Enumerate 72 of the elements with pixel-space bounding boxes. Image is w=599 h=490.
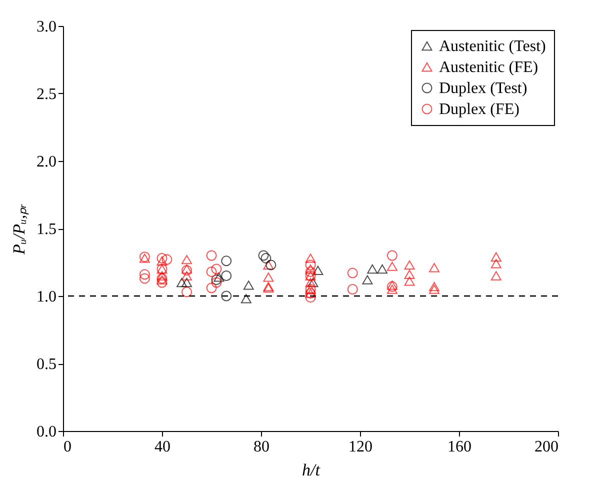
point	[362, 275, 373, 284]
x-tick-label: 40	[154, 438, 170, 456]
point	[404, 270, 415, 280]
point	[206, 266, 217, 277]
y-tick-label: 1.0	[36, 288, 56, 306]
x-tick-label: 160	[448, 438, 472, 456]
point	[429, 284, 440, 294]
point	[386, 250, 398, 261]
point	[490, 271, 502, 280]
point	[347, 268, 358, 278]
point	[386, 284, 398, 294]
y-tick-label: 3.0	[36, 18, 56, 36]
y-tick-label: 2.0	[36, 154, 56, 170]
point	[490, 258, 502, 268]
point	[429, 282, 440, 292]
point	[139, 273, 150, 284]
point	[377, 264, 388, 274]
x-tick-label: 0	[64, 438, 72, 456]
point	[404, 276, 415, 286]
point	[156, 277, 168, 288]
point	[221, 290, 232, 302]
x-tick-label: 120	[348, 438, 372, 456]
point	[258, 250, 269, 261]
point	[214, 272, 224, 282]
x-axis-title: h/t	[302, 460, 322, 480]
point	[182, 278, 192, 288]
y-axis-title: Pᵤ/Pᵤ,ₚᵣ	[10, 204, 30, 256]
x-tick-label: 200	[534, 438, 558, 456]
y-tick-label: 0.5	[36, 356, 56, 373]
point	[305, 264, 316, 274]
point	[305, 254, 316, 263]
point	[404, 260, 415, 270]
point	[312, 266, 324, 275]
legend-label: Duplex (FE)	[439, 101, 520, 118]
point	[263, 260, 274, 270]
point	[182, 286, 192, 298]
point	[240, 294, 252, 304]
point	[429, 263, 440, 272]
point	[211, 264, 222, 274]
point	[221, 256, 232, 266]
point	[347, 284, 358, 294]
point	[182, 254, 192, 264]
point	[211, 277, 222, 288]
legend-label: Austenitic (FE)	[439, 59, 538, 76]
point	[243, 280, 254, 290]
point	[263, 272, 274, 282]
point	[156, 271, 168, 280]
point	[367, 264, 378, 274]
point	[266, 260, 276, 270]
point	[305, 266, 316, 277]
point	[490, 252, 502, 262]
point	[156, 256, 168, 266]
point	[305, 292, 316, 303]
legend-label: Duplex (Test)	[439, 80, 528, 97]
point	[211, 274, 222, 286]
point	[305, 260, 316, 270]
point	[162, 254, 172, 265]
y-tick-label: 2.5	[36, 86, 56, 103]
y-tick-label: 0.0	[36, 424, 56, 440]
point	[221, 270, 232, 281]
x-tick-label: 80	[254, 438, 270, 456]
point	[260, 252, 272, 264]
point	[305, 278, 316, 288]
y-tick-label: 1.5	[36, 221, 56, 238]
point	[206, 282, 217, 294]
legend-label: Austenitic (Test)	[439, 38, 546, 55]
point	[182, 271, 192, 280]
point	[156, 252, 168, 264]
point	[176, 278, 188, 288]
point	[139, 269, 150, 280]
point	[386, 262, 398, 271]
point	[206, 250, 217, 261]
